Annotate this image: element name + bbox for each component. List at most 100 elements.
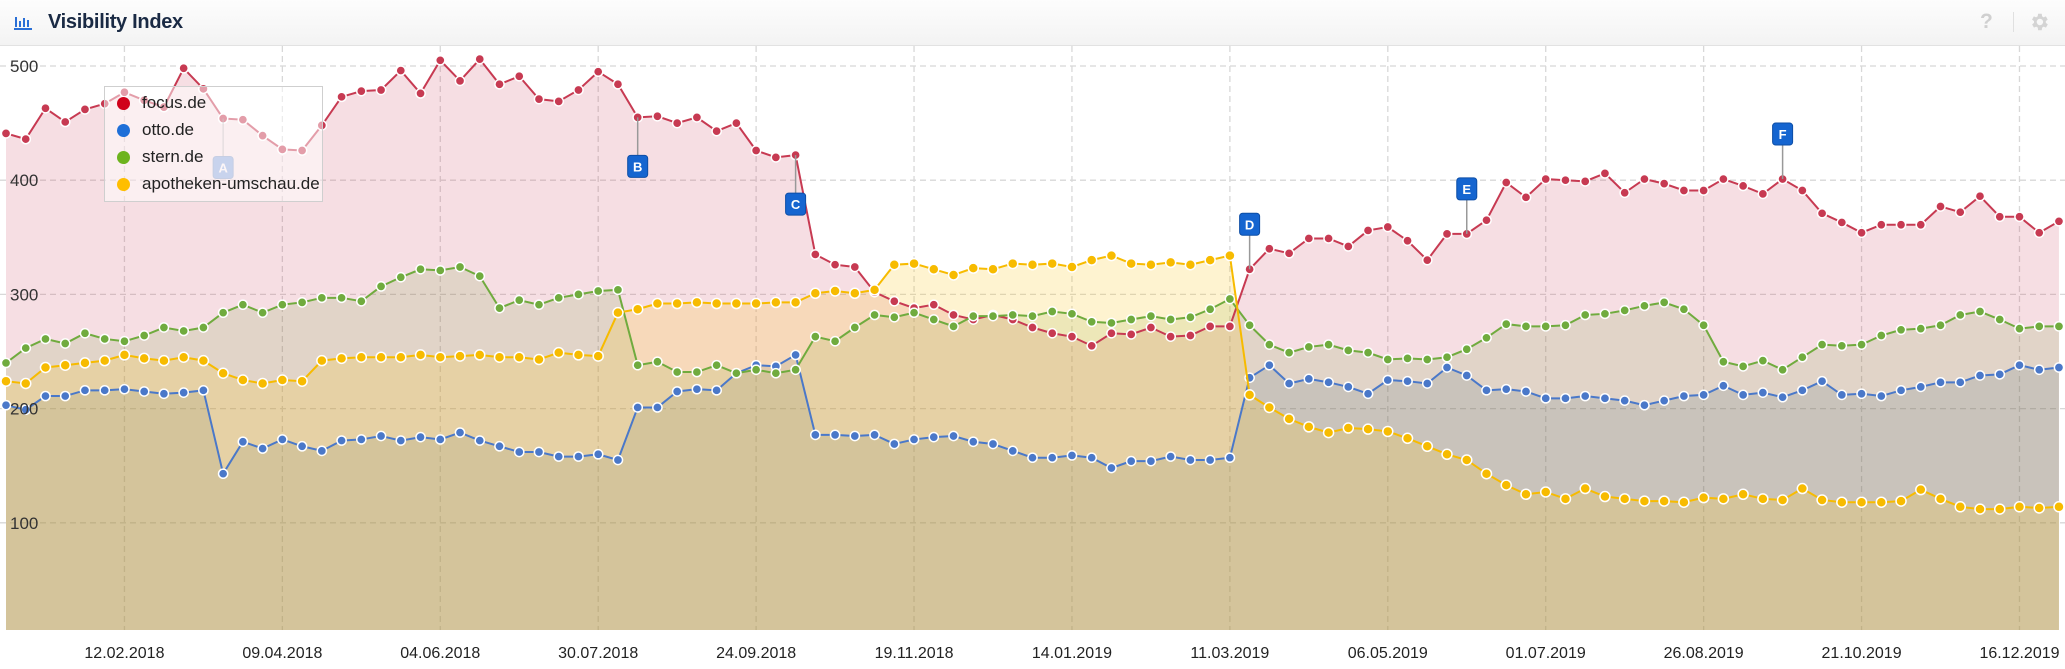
data-point[interactable] (99, 333, 111, 345)
data-point[interactable] (494, 440, 505, 452)
data-point[interactable] (1066, 308, 1078, 320)
data-point[interactable] (1757, 387, 1769, 398)
data-point[interactable] (790, 349, 801, 361)
data-point[interactable] (237, 299, 249, 311)
data-point[interactable] (414, 349, 427, 361)
data-point[interactable] (829, 429, 841, 441)
data-point[interactable] (1718, 356, 1729, 368)
data-point[interactable] (1204, 321, 1216, 332)
data-point[interactable] (533, 93, 545, 105)
data-point[interactable] (198, 384, 209, 396)
data-point[interactable] (277, 299, 288, 311)
data-point[interactable] (1145, 455, 1157, 467)
data-point[interactable] (40, 102, 51, 114)
data-point[interactable] (1718, 173, 1729, 185)
data-point[interactable] (671, 297, 683, 310)
data-point[interactable] (2014, 359, 2025, 371)
data-point[interactable] (888, 311, 900, 323)
data-point[interactable] (1421, 378, 1433, 389)
data-point[interactable] (1323, 376, 1334, 388)
data-point[interactable] (869, 429, 880, 441)
data-point[interactable] (474, 53, 486, 65)
data-point[interactable] (1599, 392, 1611, 404)
data-point[interactable] (691, 112, 703, 123)
data-point[interactable] (59, 359, 71, 371)
data-point[interactable] (1185, 454, 1196, 466)
data-point[interactable] (1816, 375, 1828, 387)
data-point[interactable] (1027, 452, 1038, 464)
data-point[interactable] (1224, 321, 1236, 332)
data-point[interactable] (395, 435, 407, 446)
data-point[interactable] (1974, 190, 1986, 202)
data-point[interactable] (1342, 241, 1354, 252)
data-point[interactable] (79, 384, 91, 396)
data-point[interactable] (711, 384, 722, 396)
data-point[interactable] (355, 295, 367, 307)
data-point[interactable] (494, 78, 505, 90)
data-point[interactable] (355, 85, 367, 97)
flag-box[interactable] (627, 154, 649, 178)
data-point[interactable] (277, 434, 288, 445)
data-point[interactable] (1185, 311, 1196, 323)
data-point[interactable] (1856, 227, 1867, 239)
data-point[interactable] (789, 296, 802, 309)
data-point[interactable] (1678, 303, 1690, 315)
data-point[interactable] (592, 448, 604, 460)
data-point[interactable] (1698, 319, 1709, 331)
data-point[interactable] (1816, 207, 1828, 219)
data-point[interactable] (1856, 339, 1867, 350)
data-point[interactable] (2053, 215, 2065, 227)
data-point[interactable] (1461, 454, 1473, 466)
data-point[interactable] (1421, 440, 1434, 453)
data-point[interactable] (1777, 364, 1788, 376)
data-point[interactable] (1994, 368, 2006, 380)
data-point[interactable] (849, 322, 861, 333)
data-point[interactable] (1520, 488, 1532, 500)
data-point[interactable] (888, 258, 901, 271)
data-point[interactable] (158, 388, 170, 400)
data-point[interactable] (1539, 486, 1552, 498)
data-point[interactable] (1204, 254, 1216, 266)
data-point[interactable] (1935, 201, 1946, 212)
data-point[interactable] (1698, 185, 1709, 196)
data-point[interactable] (1421, 354, 1433, 365)
data-point[interactable] (1796, 482, 1809, 495)
data-point[interactable] (731, 367, 742, 379)
data-point[interactable] (1145, 310, 1157, 322)
data-point[interactable] (1046, 306, 1058, 317)
data-point[interactable] (296, 440, 308, 452)
data-point[interactable] (1658, 297, 1670, 308)
data-point[interactable] (434, 434, 446, 445)
data-point[interactable] (217, 307, 229, 319)
annotation-flag-f[interactable]: F (1772, 122, 1794, 180)
data-point[interactable] (395, 351, 407, 363)
data-point[interactable] (316, 354, 328, 367)
data-point[interactable] (1283, 347, 1295, 358)
data-point[interactable] (1994, 314, 2006, 325)
data-point[interactable] (39, 361, 52, 374)
data-point[interactable] (1500, 383, 1512, 395)
data-point[interactable] (1421, 254, 1433, 266)
data-point[interactable] (256, 377, 269, 390)
data-point[interactable] (1066, 261, 1078, 273)
data-point[interactable] (612, 306, 624, 319)
data-point[interactable] (1994, 211, 2006, 223)
data-point[interactable] (1934, 493, 1947, 505)
data-point[interactable] (118, 349, 131, 361)
data-point[interactable] (316, 445, 328, 457)
data-point[interactable] (1678, 185, 1690, 196)
data-point[interactable] (59, 390, 71, 402)
data-point[interactable] (2053, 362, 2065, 373)
data-point[interactable] (691, 296, 703, 309)
data-point[interactable] (1737, 360, 1749, 372)
data-point[interactable] (1382, 374, 1394, 386)
data-point[interactable] (336, 292, 347, 304)
data-point[interactable] (1481, 384, 1492, 396)
data-point[interactable] (1401, 432, 1414, 445)
data-point[interactable] (1895, 219, 1907, 231)
data-point[interactable] (0, 128, 12, 139)
data-point[interactable] (1303, 341, 1315, 353)
data-point[interactable] (1402, 235, 1413, 247)
data-point[interactable] (1599, 490, 1611, 503)
data-point[interactable] (415, 431, 426, 443)
